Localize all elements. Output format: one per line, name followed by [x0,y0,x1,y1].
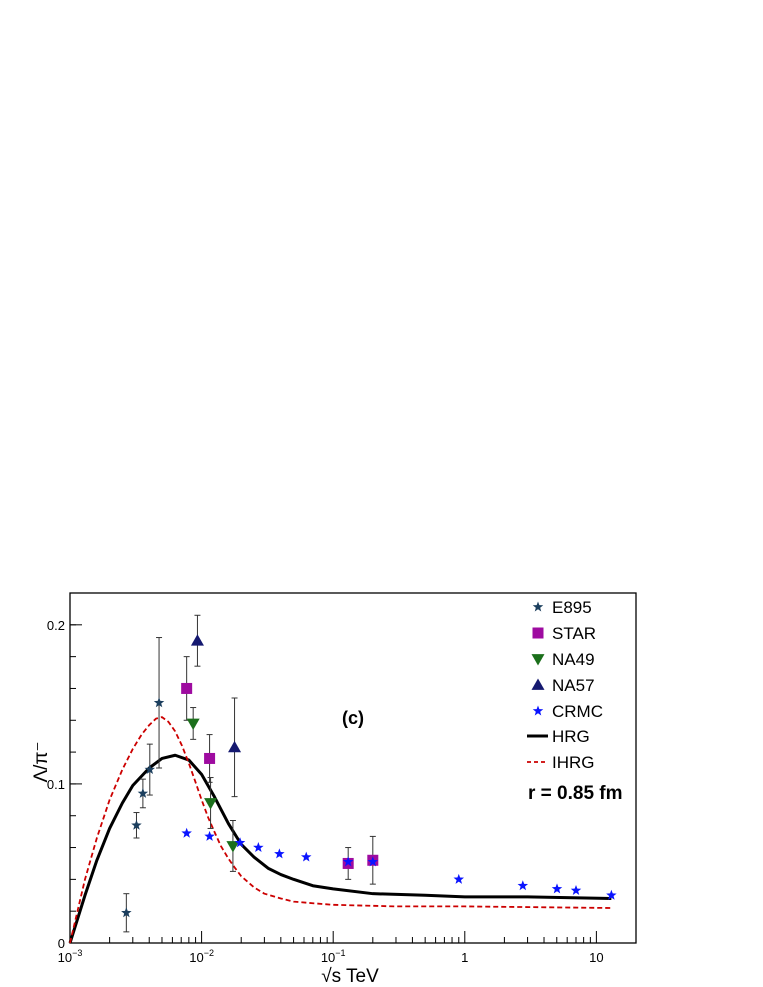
x-tick-base: 10 [58,950,72,965]
point-star [181,682,193,694]
x-tick-base: 1 [461,950,468,965]
curve-hrg [68,753,612,944]
point-e895 [131,819,142,830]
x-tick-base: 10 [589,950,603,965]
x-tick-label: 10−2 [189,948,214,965]
legend-label: CRMC [552,702,603,721]
legend-marker [532,705,544,716]
x-tick-labels: 10−3 10−2 10−1 1 10 [58,948,604,965]
error-bars [123,614,376,933]
data-markers [121,634,617,918]
radius-annotation: r = 0.85 fm [528,783,623,804]
model-curves [68,716,612,944]
x-tick-base: 10 [189,950,203,965]
legend-label: STAR [552,624,596,643]
y-tick-labels: 0 0.1 0.2 [47,618,65,951]
legend-label: NA57 [552,676,595,695]
y-tick-label: 0.2 [47,618,65,633]
legend-item-ihrg: IHRG [527,753,595,772]
point-crmc [181,827,192,838]
legend-label: NA49 [552,650,595,669]
legend-item-na57: NA57 [531,676,595,695]
point-star [204,752,216,764]
legend-item-hrg: HRG [527,727,590,746]
point-na49 [226,841,240,853]
legend-label: IHRG [552,753,595,772]
point-na49 [186,718,200,730]
point-crmc [517,880,529,891]
x-axis-label: √s TeV [321,966,379,987]
point-crmc [453,873,465,884]
legend-marker [532,601,544,612]
point-e895 [144,764,156,775]
legend: E895 STAR NA49 NA57 CRMC HRG IHRG [527,598,603,772]
x-tick-label: 10−1 [321,948,346,965]
point-crmc [253,842,264,853]
point-crmc [606,889,617,900]
x-tick-base: 10 [321,950,335,965]
point-crmc [274,848,285,859]
y-tick-label: 0.1 [47,777,65,792]
point-na57 [190,634,204,646]
point-e895 [121,907,132,918]
panel-label: (c) [342,708,364,728]
point-crmc [204,830,215,841]
legend-item-e895: E895 [532,598,592,617]
point-crmc [570,884,582,895]
legend-item-star: STAR [532,624,596,643]
legend-label: E895 [552,598,592,617]
legend-marker [532,627,544,639]
point-crmc [342,856,354,867]
x-tick-exponent: −3 [72,948,82,958]
legend-item-crmc: CRMC [532,702,603,721]
point-crmc [551,883,563,894]
point-crmc [367,856,379,867]
point-na57 [228,740,242,753]
curve-ihrg [69,716,612,944]
y-axis-label: Λ/π⁻ [31,741,52,782]
axis-ticks [69,592,637,944]
point-na49 [204,798,218,810]
point-crmc [300,851,312,862]
point-crmc [234,837,246,848]
legend-marker [531,678,545,690]
legend-marker [531,654,545,666]
legend-label: HRG [552,727,590,746]
plot-frame [69,592,637,944]
x-tick-label: 1 [461,950,468,965]
plot-area [68,592,637,944]
point-e895 [137,787,149,798]
x-tick-exponent: −2 [204,948,214,958]
x-tick-exponent: −1 [335,948,345,958]
legend-item-na49: NA49 [531,650,595,669]
y-tick-label: 0 [58,936,65,951]
x-tick-label: 10 [589,950,603,965]
point-e895 [153,697,165,708]
x-tick-label: 10−3 [58,948,83,965]
